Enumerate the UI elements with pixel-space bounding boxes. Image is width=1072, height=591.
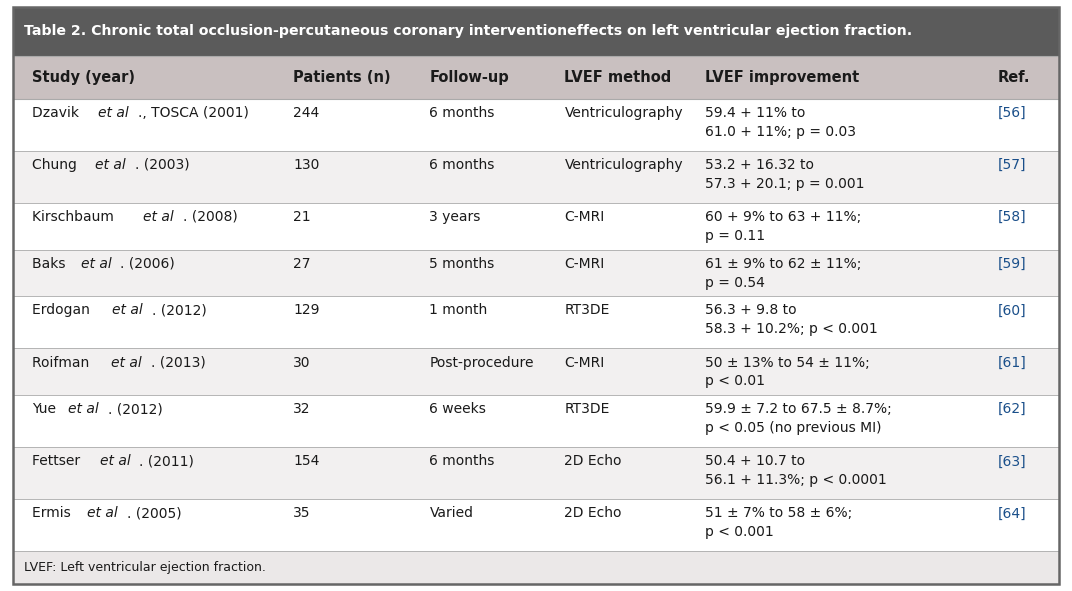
Text: C-MRI: C-MRI — [564, 356, 605, 369]
Text: Varied: Varied — [430, 506, 474, 521]
Text: . (2011): . (2011) — [139, 454, 194, 469]
Text: et al: et al — [100, 454, 131, 469]
Bar — [13, 151, 1059, 203]
Text: Follow-up: Follow-up — [430, 70, 509, 85]
Text: 27: 27 — [294, 256, 311, 271]
Text: ., TOSCA (2001): ., TOSCA (2001) — [138, 106, 249, 120]
Text: 244: 244 — [294, 106, 319, 120]
Text: [59]: [59] — [998, 256, 1026, 271]
Text: [60]: [60] — [998, 304, 1026, 317]
Text: et al: et al — [69, 402, 100, 416]
Bar — [13, 349, 1059, 395]
Text: 2D Echo: 2D Echo — [564, 454, 622, 469]
Text: 5 months: 5 months — [430, 256, 494, 271]
Text: et al: et al — [80, 256, 111, 271]
Text: Table 2. Chronic total occlusion-percutaneous coronary interventioneffects on le: Table 2. Chronic total occlusion-percuta… — [24, 24, 912, 38]
Bar — [13, 203, 1059, 249]
Text: 50.4 + 10.7 to
56.1 + 11.3%; p < 0.0001: 50.4 + 10.7 to 56.1 + 11.3%; p < 0.0001 — [704, 454, 887, 488]
Text: 51 ± 7% to 58 ± 6%;
p < 0.001: 51 ± 7% to 58 ± 6%; p < 0.001 — [704, 506, 852, 540]
Text: 59.9 ± 7.2 to 67.5 ± 8.7%;
p < 0.05 (no previous MI): 59.9 ± 7.2 to 67.5 ± 8.7%; p < 0.05 (no … — [704, 402, 891, 436]
Text: 60 + 9% to 63 + 11%;
p = 0.11: 60 + 9% to 63 + 11%; p = 0.11 — [704, 210, 861, 243]
Text: et al: et al — [88, 506, 118, 521]
Text: Patients (n): Patients (n) — [294, 70, 391, 85]
Text: LVEF method: LVEF method — [564, 70, 672, 85]
Text: 1 month: 1 month — [430, 304, 488, 317]
Text: 130: 130 — [294, 158, 319, 172]
Text: 2D Echo: 2D Echo — [564, 506, 622, 521]
Text: C-MRI: C-MRI — [564, 210, 605, 224]
Text: 61 ± 9% to 62 ± 11%;
p = 0.54: 61 ± 9% to 62 ± 11%; p = 0.54 — [704, 256, 861, 290]
Bar — [13, 447, 1059, 499]
Text: [62]: [62] — [998, 402, 1026, 416]
Text: Kirschbaum: Kirschbaum — [32, 210, 118, 224]
Text: [56]: [56] — [998, 106, 1026, 120]
Text: [58]: [58] — [998, 210, 1026, 224]
Text: 56.3 + 9.8 to
58.3 + 10.2%; p < 0.001: 56.3 + 9.8 to 58.3 + 10.2%; p < 0.001 — [704, 304, 877, 336]
Text: [63]: [63] — [998, 454, 1026, 469]
Text: Ventriculography: Ventriculography — [564, 106, 683, 120]
Text: 30: 30 — [294, 356, 311, 369]
Text: et al: et al — [111, 356, 143, 369]
Text: 35: 35 — [294, 506, 311, 521]
Bar — [13, 99, 1059, 151]
Text: Post-procedure: Post-procedure — [430, 356, 534, 369]
Text: RT3DE: RT3DE — [564, 402, 610, 416]
Text: Dzavik: Dzavik — [32, 106, 84, 120]
Text: Roifman: Roifman — [32, 356, 93, 369]
Text: Fettser: Fettser — [32, 454, 85, 469]
Bar — [13, 551, 1059, 584]
Text: 59.4 + 11% to
61.0 + 11%; p = 0.03: 59.4 + 11% to 61.0 + 11%; p = 0.03 — [704, 106, 855, 139]
Text: 32: 32 — [294, 402, 311, 416]
Text: Ref.: Ref. — [998, 70, 1030, 85]
Text: 129: 129 — [294, 304, 319, 317]
Text: 6 months: 6 months — [430, 454, 495, 469]
Text: LVEF improvement: LVEF improvement — [704, 70, 859, 85]
Text: 6 months: 6 months — [430, 106, 495, 120]
Text: C-MRI: C-MRI — [564, 256, 605, 271]
Text: . (2003): . (2003) — [135, 158, 190, 172]
Text: 3 years: 3 years — [430, 210, 481, 224]
Text: [61]: [61] — [998, 356, 1026, 369]
Text: Chung: Chung — [32, 158, 81, 172]
Text: . (2012): . (2012) — [108, 402, 163, 416]
Text: . (2005): . (2005) — [128, 506, 182, 521]
Text: Yue: Yue — [32, 402, 60, 416]
Text: LVEF: Left ventricular ejection fraction.: LVEF: Left ventricular ejection fraction… — [24, 561, 266, 574]
Text: 53.2 + 16.32 to
57.3 + 20.1; p = 0.001: 53.2 + 16.32 to 57.3 + 20.1; p = 0.001 — [704, 158, 864, 191]
Text: et al: et al — [144, 210, 174, 224]
Bar — [13, 499, 1059, 551]
Text: . (2008): . (2008) — [183, 210, 238, 224]
Text: Ermis: Ermis — [32, 506, 75, 521]
Text: . (2006): . (2006) — [120, 256, 175, 271]
Text: Study (year): Study (year) — [32, 70, 135, 85]
Text: et al: et al — [99, 106, 129, 120]
Text: 6 months: 6 months — [430, 158, 495, 172]
Text: et al: et al — [113, 304, 143, 317]
Text: [57]: [57] — [998, 158, 1026, 172]
Bar — [13, 395, 1059, 447]
Text: Ventriculography: Ventriculography — [564, 158, 683, 172]
Bar — [13, 7, 1059, 56]
Text: 6 weeks: 6 weeks — [430, 402, 487, 416]
Bar — [13, 249, 1059, 297]
Text: 50 ± 13% to 54 ± 11%;
p < 0.01: 50 ± 13% to 54 ± 11%; p < 0.01 — [704, 356, 869, 388]
Text: et al: et al — [95, 158, 126, 172]
Text: Erdogan: Erdogan — [32, 304, 94, 317]
Bar — [13, 56, 1059, 99]
Text: 21: 21 — [294, 210, 311, 224]
Bar — [13, 297, 1059, 349]
Text: RT3DE: RT3DE — [564, 304, 610, 317]
Text: 154: 154 — [294, 454, 319, 469]
Text: [64]: [64] — [998, 506, 1026, 521]
Text: . (2012): . (2012) — [152, 304, 207, 317]
Text: . (2013): . (2013) — [151, 356, 206, 369]
Text: Baks: Baks — [32, 256, 70, 271]
